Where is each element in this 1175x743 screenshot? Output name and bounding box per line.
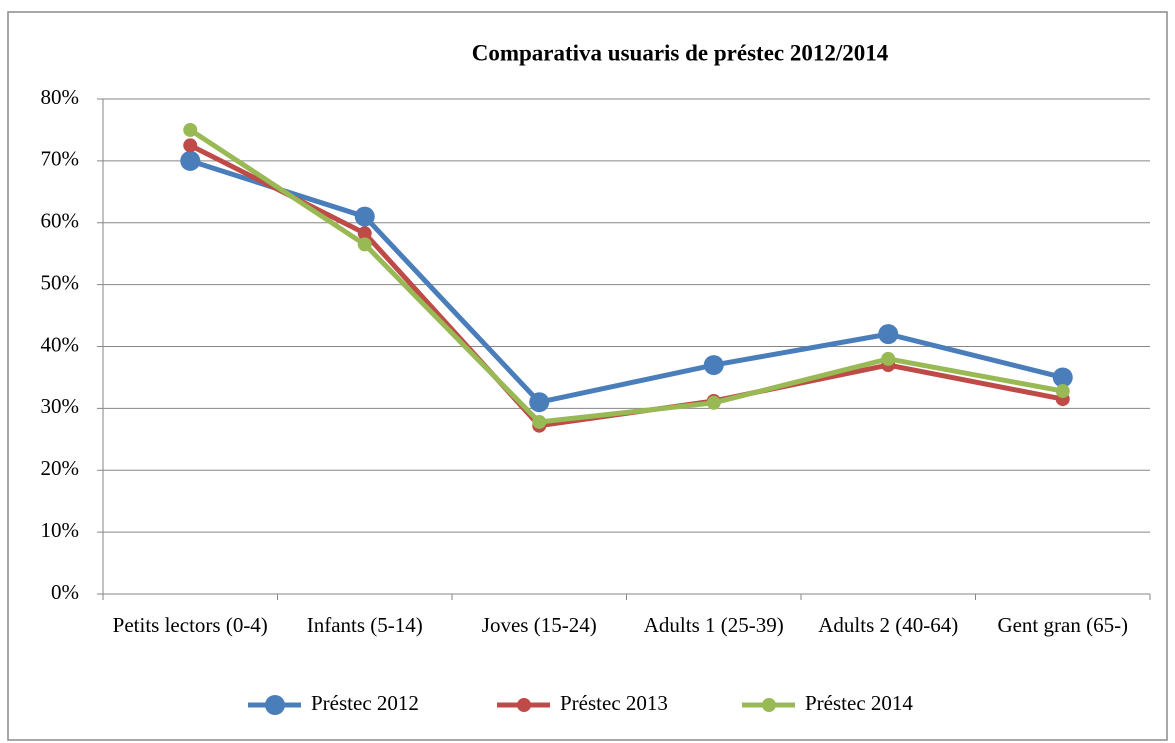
x-tick-label: Adults 2 (40-64): [818, 613, 959, 637]
point: [529, 392, 550, 413]
point: [878, 324, 899, 345]
y-tick-label: 50%: [41, 270, 80, 294]
x-tick-label: Gent gran (65-): [997, 613, 1129, 637]
y-tick-label: 30%: [41, 394, 80, 418]
series-line: [189, 158, 1064, 405]
point: [703, 355, 724, 376]
legend-marker: [517, 698, 531, 712]
series-line: [188, 127, 1064, 425]
point: [357, 226, 372, 241]
y-tick-label: 10%: [41, 518, 80, 542]
chart-title: Comparativa usuaris de préstec 2012/2014: [472, 40, 889, 65]
x-tick-label: Adults 1 (25-39): [643, 613, 784, 637]
point: [183, 122, 198, 137]
point: [357, 237, 372, 252]
point: [1052, 367, 1073, 388]
y-tick-label: 40%: [41, 332, 80, 356]
legend-label: Préstec 2012: [311, 691, 419, 715]
y-tick-label: 80%: [41, 85, 80, 109]
point: [706, 395, 721, 410]
point: [180, 150, 201, 171]
legend-label: Préstec 2014: [805, 691, 913, 715]
y-tick-label: 0%: [51, 580, 79, 604]
y-tick-label: 70%: [41, 147, 80, 171]
x-tick-label: Petits lectors (0-4): [112, 613, 268, 637]
x-tick-label: Joves (15-24): [481, 613, 597, 637]
legend-label: Préstec 2013: [560, 691, 668, 715]
legend-marker: [762, 698, 776, 712]
x-tick-label: Infants (5-14): [306, 613, 423, 637]
y-tick-label: 60%: [41, 209, 80, 233]
point: [354, 206, 375, 227]
y-tick-label: 20%: [41, 456, 80, 480]
point: [1055, 384, 1070, 399]
point: [532, 414, 547, 429]
point: [881, 351, 896, 366]
point: [183, 138, 198, 153]
legend-marker: [265, 695, 285, 715]
